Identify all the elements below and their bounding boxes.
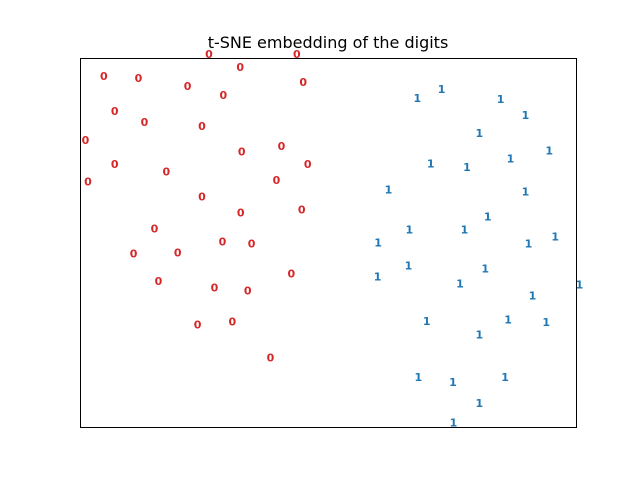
digit-0-point: 0 [130,248,138,261]
digit-0-point: 0 [304,158,312,171]
digit-1-point: 1 [463,161,471,174]
digit-0-point: 0 [228,316,236,329]
digit-1-point: 1 [545,145,553,158]
digit-0-point: 0 [194,318,202,331]
digit-1-point: 1 [475,397,483,410]
digit-0-point: 0 [219,89,227,102]
chart-title: t-SNE embedding of the digits [207,33,449,52]
digit-0-point: 0 [184,80,192,93]
digit-0-point: 0 [100,70,108,83]
digit-1-point: 1 [551,231,559,244]
digit-1-point: 1 [405,224,413,237]
digit-0-point: 0 [238,146,246,159]
digit-0-point: 0 [293,48,301,61]
digit-1-point: 1 [576,279,584,292]
digit-0-point: 0 [267,351,275,364]
digit-0-point: 0 [135,72,143,85]
digit-1-point: 1 [475,328,483,341]
digit-1-point: 1 [525,238,533,251]
digit-1-point: 1 [413,92,421,105]
digit-0-point: 0 [236,61,244,74]
digit-1-point: 1 [507,153,515,166]
digit-1-point: 1 [497,93,505,106]
digit-0-point: 0 [298,204,306,217]
digit-1-point: 1 [461,224,469,237]
digit-1-point: 1 [501,371,509,384]
digit-1-point: 1 [456,278,464,291]
digit-0-point: 0 [198,120,206,133]
digit-0-point: 0 [287,268,295,281]
digit-1-point: 1 [438,83,446,96]
digit-1-point: 1 [450,417,458,430]
digit-0-point: 0 [237,207,245,220]
digit-1-point: 1 [542,316,550,329]
digit-1-point: 1 [374,270,382,283]
digit-0-point: 0 [174,247,182,260]
digit-1-point: 1 [449,376,457,389]
digit-1-point: 1 [423,315,431,328]
digit-1-point: 1 [522,109,530,122]
digit-0-point: 0 [151,223,159,236]
digit-1-point: 1 [504,313,512,326]
digit-0-point: 0 [299,76,307,89]
digit-0-point: 0 [155,275,163,288]
digit-0-point: 0 [111,158,119,171]
plot-area-frame [80,58,577,428]
digit-0-point: 0 [273,174,281,187]
digit-1-point: 1 [484,211,492,224]
digit-0-point: 0 [244,285,252,298]
digit-1-point: 1 [385,184,393,197]
digit-0-point: 0 [205,48,213,61]
digit-1-point: 1 [414,371,422,384]
digit-1-point: 1 [522,186,530,199]
digit-0-point: 0 [211,282,219,295]
digit-0-point: 0 [141,116,149,129]
digit-0-point: 0 [162,166,170,179]
digit-0-point: 0 [82,134,90,147]
digit-1-point: 1 [374,237,382,250]
digit-0-point: 0 [248,238,256,251]
digit-1-point: 1 [481,262,489,275]
digit-0-point: 0 [84,176,92,189]
digit-0-point: 0 [219,235,227,248]
digit-1-point: 1 [475,127,483,140]
digit-0-point: 0 [278,140,286,153]
digit-0-point: 0 [111,105,119,118]
digit-1-point: 1 [405,259,413,272]
digit-1-point: 1 [427,158,435,171]
digit-1-point: 1 [529,289,537,302]
digit-0-point: 0 [198,191,206,204]
